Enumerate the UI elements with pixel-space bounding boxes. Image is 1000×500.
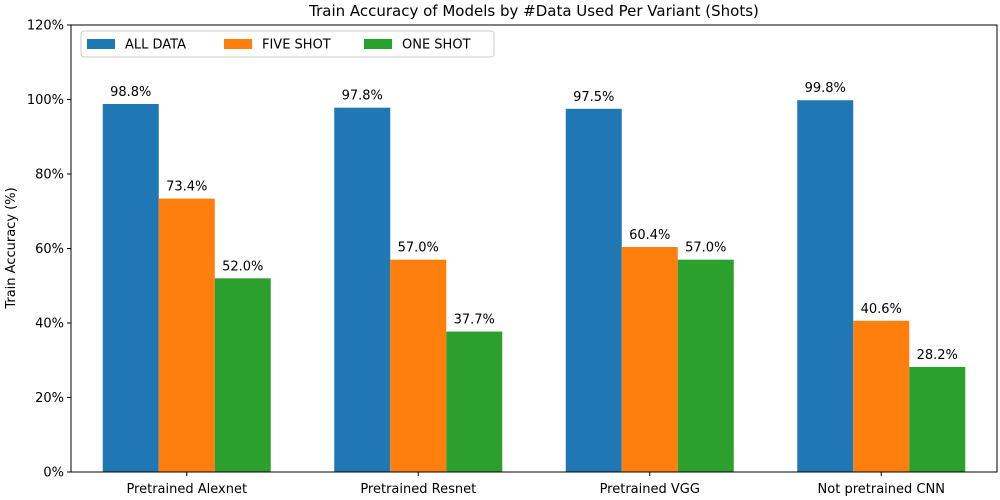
y-tick-label-1: 0%: [43, 466, 64, 481]
data-label-2-1: 73.4%: [166, 180, 207, 195]
x-tick-label-4: Not pretrained CNN: [818, 482, 945, 497]
y-tick-label-3: 40%: [35, 317, 64, 332]
chart-title: Train Accuracy of Models by #Data Used P…: [308, 2, 759, 20]
x-tick-label-1: Pretrained Alexnet: [126, 482, 247, 497]
bar-2-4: [853, 320, 910, 472]
data-label-3-1: 52.0%: [222, 259, 263, 274]
legend-box: [80, 30, 495, 58]
bar-1-1: [102, 103, 159, 472]
bar-2-2: [390, 259, 447, 472]
legend: ALL DATA FIVE SHOT ONE SHOT: [80, 30, 495, 58]
bar-2-3: [621, 247, 678, 472]
bar-3-3: [677, 259, 734, 472]
data-label-1-1: 98.8%: [110, 85, 151, 100]
x-tick-label-2: Pretrained Resnet: [360, 482, 476, 497]
data-label-3-2: 37.7%: [454, 313, 495, 328]
bar-3-4: [909, 366, 966, 472]
data-label-3-4: 28.2%: [917, 348, 958, 363]
data-label-2-3: 60.4%: [629, 228, 670, 243]
bar-3-1: [214, 278, 271, 472]
data-label-2-2: 57.0%: [398, 241, 439, 256]
x-tick-label-3: Pretrained VGG: [600, 482, 700, 497]
bar-1-3: [565, 108, 622, 472]
bar-1-4: [797, 100, 854, 473]
data-label-2-4: 40.6%: [861, 302, 902, 317]
bar-3-2: [446, 331, 503, 472]
y-tick-label-7: 120%: [27, 19, 64, 34]
legend-swatch-1: [87, 39, 115, 49]
legend-label-2: FIVE SHOT: [262, 38, 331, 53]
y-tick-label-4: 60%: [35, 242, 64, 257]
legend-label-3: ONE SHOT: [402, 38, 471, 53]
data-label-1-2: 97.8%: [342, 89, 383, 104]
y-axis-label: Train Accuracy (%): [4, 187, 19, 309]
data-label-1-4: 99.8%: [805, 81, 846, 96]
bar-1-2: [334, 107, 391, 472]
data-label-1-3: 97.5%: [573, 90, 614, 105]
legend-label-1: ALL DATA: [125, 38, 186, 53]
bar-2-1: [158, 198, 215, 472]
plot-area: 98.8% 97.8% 97.5% 99.8% 73.4% 57.0% 60.4% 40.6%…: [27, 19, 998, 497]
y-tick-label-2: 20%: [35, 391, 64, 406]
y-tick-label-5: 80%: [35, 168, 64, 183]
data-label-3-3: 57.0%: [685, 241, 726, 256]
legend-swatch-3: [364, 39, 392, 49]
legend-swatch-2: [224, 39, 252, 49]
y-tick-label-6: 100%: [27, 93, 64, 108]
